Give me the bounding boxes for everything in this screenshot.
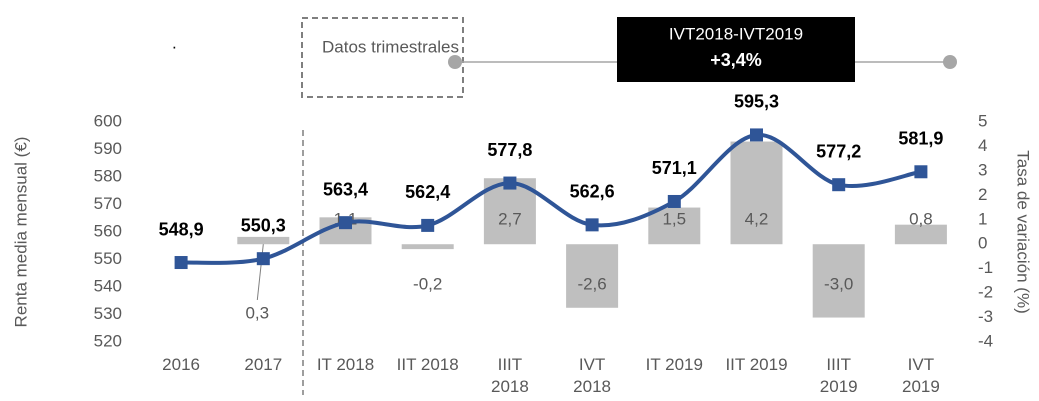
callout-box [617, 17, 855, 82]
y-tick-label: 590 [94, 139, 122, 158]
line-label: 581,9 [898, 129, 943, 149]
y2-tick-label: 3 [978, 160, 987, 179]
y2-tick-label: 4 [978, 136, 987, 155]
x-tick-label: 2017 [244, 355, 282, 374]
marker [585, 218, 599, 232]
note: . [172, 33, 177, 52]
x-tick-label: IT 2018 [317, 355, 374, 374]
annotation: Datos trimestrales [322, 37, 459, 56]
line-label: 563,4 [323, 179, 368, 199]
x-tick-label: IVT 2019 [902, 355, 940, 396]
bar [566, 244, 619, 308]
callout-value: +3,4% [710, 50, 762, 70]
y-tick-label: 600 [94, 111, 122, 130]
y2-tick-label: -4 [978, 331, 993, 350]
marker [174, 256, 188, 270]
y2-axis-label: Tasa de variación (%) [1014, 150, 1033, 313]
y2-tick-label: 0 [978, 234, 987, 253]
bar-label: 4,2 [745, 209, 769, 228]
y2-tick-label: -2 [978, 283, 993, 302]
marker [421, 218, 435, 232]
connector-dot [448, 55, 462, 69]
line-label: 550,3 [241, 215, 286, 235]
y2-tick-label: -1 [978, 258, 993, 277]
y-tick-label: 540 [94, 276, 122, 295]
y2-tick-label: 1 [978, 209, 987, 228]
y-tick-label: 530 [94, 304, 122, 323]
y-axis-label: Renta media mensual (€) [11, 137, 30, 328]
marker [503, 176, 517, 190]
x-tick-label: IT 2019 [646, 355, 703, 374]
callout-title: IVT2018-IVT2019 [669, 24, 803, 43]
y2-tick-label: 5 [978, 111, 987, 130]
bar [730, 141, 783, 245]
bar-label: -2,6 [577, 274, 606, 293]
bar-label: 2,7 [498, 209, 522, 228]
x-tick-label: IIIT 2018 [491, 355, 529, 396]
bar [894, 224, 947, 245]
y-tick-label: 520 [94, 331, 122, 350]
line-label: 595,3 [734, 92, 779, 112]
x-tick-label: IVT 2018 [573, 355, 611, 396]
bar-label: -3,0 [824, 274, 853, 293]
bar [812, 244, 865, 318]
bar-label: 1,5 [662, 209, 686, 228]
y-tick-label: 580 [94, 166, 122, 185]
bar-label: -0,2 [413, 274, 442, 293]
y2-tick-label: -3 [978, 307, 993, 326]
bar-label: 0,3 [245, 303, 269, 322]
x-tick-label: 2016 [162, 355, 200, 374]
y-tick-label: 560 [94, 221, 122, 240]
line-label: 571,1 [652, 158, 697, 178]
line-label: 577,8 [487, 140, 532, 160]
marker [256, 252, 270, 266]
x-tick-label: IIT 2018 [397, 355, 459, 374]
line [181, 132, 922, 265]
connector-dot [943, 55, 957, 69]
bar [648, 207, 701, 245]
marker [914, 165, 928, 179]
x-tick-label: IIT 2019 [725, 355, 787, 374]
annotation-box [301, 17, 464, 98]
y2-tick-label: 2 [978, 185, 987, 204]
x-tick-label: IIIT 2019 [820, 355, 858, 396]
bar [237, 236, 290, 245]
line-label: 548,9 [159, 219, 204, 239]
y-tick-label: 570 [94, 194, 122, 213]
marker [750, 128, 763, 142]
bar [401, 244, 454, 250]
marker [667, 194, 681, 208]
bar-label: 0,8 [909, 209, 933, 228]
line-label: 577,2 [816, 141, 861, 161]
marker [832, 178, 846, 192]
marker [339, 216, 352, 230]
y-tick-label: 550 [94, 249, 122, 268]
line-label: 562,4 [405, 182, 450, 202]
line-label: 562,6 [570, 182, 615, 202]
